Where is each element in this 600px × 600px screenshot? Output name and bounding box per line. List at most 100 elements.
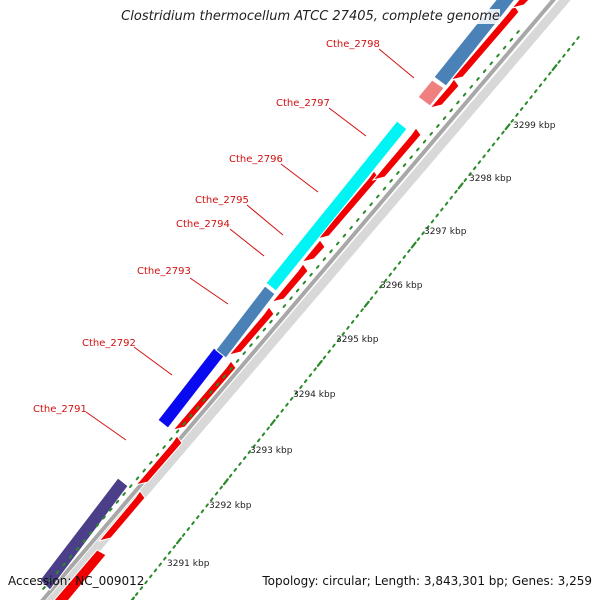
scale-tick-label: 3294 kbp xyxy=(293,390,336,400)
track-dot xyxy=(102,515,106,520)
gene-arrow xyxy=(371,127,422,181)
track-dot xyxy=(191,521,195,526)
track-dot xyxy=(55,570,60,575)
scale-tick-label: 3295 kbp xyxy=(336,335,379,345)
track-dot xyxy=(538,83,543,88)
track-dot xyxy=(341,331,346,336)
gene-arrow xyxy=(227,306,275,356)
track-dot xyxy=(362,210,367,215)
track-dot xyxy=(68,554,73,559)
track-dot xyxy=(261,432,266,437)
scale-tick-label: 3296 kbp xyxy=(380,281,423,291)
track-dot xyxy=(482,154,486,159)
scale-tick-mark xyxy=(130,596,135,600)
track-dot xyxy=(469,84,474,89)
track-dot xyxy=(374,290,378,295)
track-dot xyxy=(289,396,294,401)
track-dot xyxy=(422,139,427,144)
gene-leader-line xyxy=(378,48,415,79)
track-dot xyxy=(379,284,383,289)
scale-tick-mark xyxy=(551,64,558,72)
track-dot xyxy=(476,77,480,81)
track-dot xyxy=(313,367,317,372)
scale-tick-mark xyxy=(222,478,229,486)
track-dot xyxy=(548,71,552,76)
track-dot xyxy=(205,503,209,508)
gene-leader-line xyxy=(280,163,319,193)
track-dot xyxy=(509,37,514,42)
track-dot xyxy=(360,308,364,313)
track-dot xyxy=(149,460,153,465)
gene-arrow xyxy=(428,78,460,109)
scale-tick-mark xyxy=(175,537,182,545)
track-dot xyxy=(88,531,93,536)
track-dot xyxy=(289,296,293,301)
track-dot xyxy=(322,355,327,360)
scale-tick-label: 3293 kbp xyxy=(250,446,293,456)
track-dot xyxy=(350,320,355,324)
track-dot xyxy=(122,492,126,496)
track-dot xyxy=(393,266,397,271)
track-dot xyxy=(429,131,433,136)
scale-tick-mark xyxy=(457,182,464,190)
gene-arrow xyxy=(53,549,107,600)
scale-tick-mark xyxy=(269,419,276,426)
track-dot xyxy=(238,461,242,466)
track-dot xyxy=(442,116,447,121)
track-dot xyxy=(382,186,387,191)
track-dot xyxy=(247,450,252,455)
track-dot xyxy=(369,296,374,301)
track-dot xyxy=(162,445,166,449)
gene-leader-line xyxy=(133,346,173,376)
track-dot xyxy=(308,373,313,378)
track-dot xyxy=(195,515,200,520)
track-dot xyxy=(329,249,333,254)
track-dot xyxy=(82,539,86,543)
track-dot xyxy=(129,484,133,489)
track-dot xyxy=(388,272,392,277)
track-dot xyxy=(557,59,561,64)
gene-arrow xyxy=(134,435,183,486)
gene-leader-line xyxy=(189,277,229,305)
scale-tick-mark xyxy=(410,241,417,249)
gene-arrow xyxy=(270,263,309,303)
track-dot xyxy=(335,241,340,246)
track-dot xyxy=(144,580,148,585)
track-dot xyxy=(444,201,449,206)
genome-summary-text: Topology: circular; Length: 3,843,301 bp… xyxy=(262,574,592,588)
gene-label: Cthe_2797 xyxy=(276,98,330,109)
accession-text: Accession: NC_009012 xyxy=(8,574,145,588)
track-dot xyxy=(163,556,167,561)
track-dot xyxy=(228,473,233,478)
track-dot xyxy=(355,218,360,222)
track-dot xyxy=(233,467,238,472)
track-dot xyxy=(262,327,267,332)
track-dot xyxy=(566,47,571,52)
track-dot xyxy=(456,100,460,105)
track-dot xyxy=(214,491,219,496)
gene-label: Cthe_2793 xyxy=(137,266,191,277)
track-dot xyxy=(416,237,421,242)
track-dot xyxy=(407,249,411,253)
gene-label: Cthe_2795 xyxy=(195,195,249,206)
track-dot xyxy=(482,69,487,74)
track-dot xyxy=(280,408,284,413)
scale-tick-label: 3291 kbp xyxy=(167,559,210,569)
track-dot xyxy=(409,155,413,160)
track-dot xyxy=(108,507,113,512)
track-dot xyxy=(169,437,173,442)
backbone xyxy=(40,0,557,600)
gene-leader-line xyxy=(246,204,284,236)
track-dot xyxy=(210,497,214,502)
track-dot xyxy=(167,550,172,555)
gene-label: Cthe_2798 xyxy=(326,39,380,50)
track-dot xyxy=(229,366,233,371)
track-dot xyxy=(383,278,388,283)
track-dot xyxy=(172,544,176,549)
track-dot xyxy=(369,202,373,207)
track-dot xyxy=(468,172,472,177)
track-dot xyxy=(402,254,407,259)
track-dot xyxy=(430,219,435,224)
gene-arrow xyxy=(97,490,146,542)
